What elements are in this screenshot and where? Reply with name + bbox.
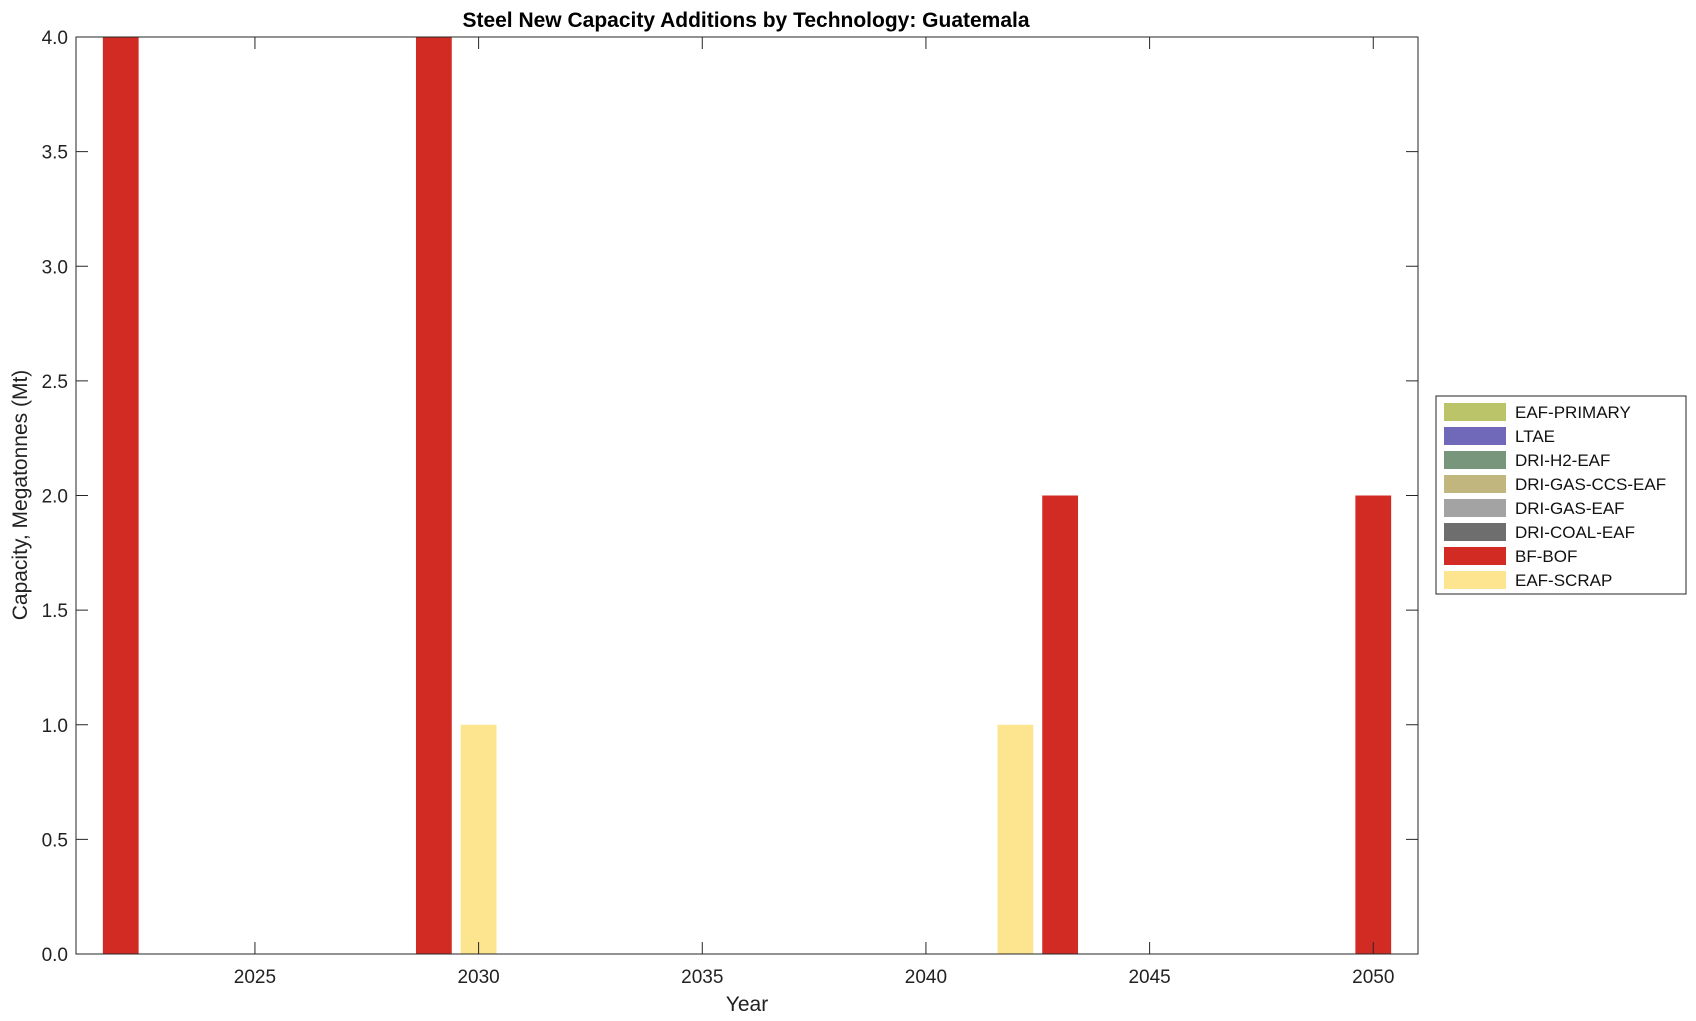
legend-swatch-dri-gas-ccs-eaf <box>1444 475 1506 493</box>
legend-label-eaf-scrap: EAF-SCRAP <box>1515 571 1612 590</box>
legend-label-dri-coal-eaf: DRI-COAL-EAF <box>1515 523 1635 542</box>
chart-title: Steel New Capacity Additions by Technolo… <box>462 9 1029 32</box>
legend-swatch-bf-bof <box>1444 547 1506 565</box>
legend-label-dri-gas-eaf: DRI-GAS-EAF <box>1515 499 1625 518</box>
bar-bf-bof-2022 <box>102 37 139 954</box>
bar-eaf-scrap-2042 <box>997 724 1034 954</box>
y-tick-label: 3.0 <box>42 257 68 278</box>
y-tick-label: 0.0 <box>42 945 68 966</box>
axis-ticks: 2025 2030 2035 2040 2045 2050 0.0 0.5 1.0 1.5 2.0 2… <box>42 28 1418 988</box>
y-tick-label: 1.5 <box>42 601 68 622</box>
legend: EAF-PRIMARY LTAE DRI-H2-EAF DRI-GAS-CCS-EAF… <box>1435 395 1687 595</box>
x-tick-label: 2035 <box>681 967 723 988</box>
legend-label-bf-bof: BF-BOF <box>1515 547 1577 566</box>
bars-layer <box>102 37 1392 954</box>
legend-label-eaf-primary: EAF-PRIMARY <box>1515 403 1631 422</box>
x-tick-label: 2040 <box>905 967 947 988</box>
x-tick-label: 2030 <box>457 967 499 988</box>
y-tick-label: 4.0 <box>42 28 68 49</box>
legend-swatch-eaf-scrap <box>1444 571 1506 589</box>
legend-label-dri-h2-eaf: DRI-H2-EAF <box>1515 451 1610 470</box>
plot-area-frame <box>75 36 1419 955</box>
bar-bf-bof-2050 <box>1355 495 1392 954</box>
y-tick-label: 1.0 <box>42 716 68 737</box>
legend-swatch-dri-coal-eaf <box>1444 523 1506 541</box>
legend-label-ltae: LTAE <box>1515 427 1555 446</box>
y-tick-label: 3.5 <box>42 143 68 164</box>
x-tick-label: 2045 <box>1128 967 1170 988</box>
legend-label-dri-gas-ccs-eaf: DRI-GAS-CCS-EAF <box>1515 475 1666 494</box>
legend-swatch-ltae <box>1444 427 1506 445</box>
legend-swatch-eaf-primary <box>1444 403 1506 421</box>
y-tick-label: 2.5 <box>42 372 68 393</box>
x-axis-label: Year <box>726 993 768 1016</box>
x-tick-label: 2050 <box>1352 967 1394 988</box>
bar-bf-bof-2029 <box>415 37 452 954</box>
x-tick-label: 2025 <box>234 967 276 988</box>
bar-bf-bof-2043 <box>1042 495 1079 954</box>
bar-eaf-scrap-2030 <box>460 724 497 954</box>
y-tick-label: 2.0 <box>42 487 68 508</box>
legend-items: EAF-PRIMARY LTAE DRI-H2-EAF DRI-GAS-CCS-EAF… <box>1444 403 1666 590</box>
y-axis-label: Capacity, Megatonnes (Mt) <box>9 370 32 621</box>
legend-swatch-dri-gas-eaf <box>1444 499 1506 517</box>
legend-swatch-dri-h2-eaf <box>1444 451 1506 469</box>
y-tick-label: 0.5 <box>42 830 68 851</box>
